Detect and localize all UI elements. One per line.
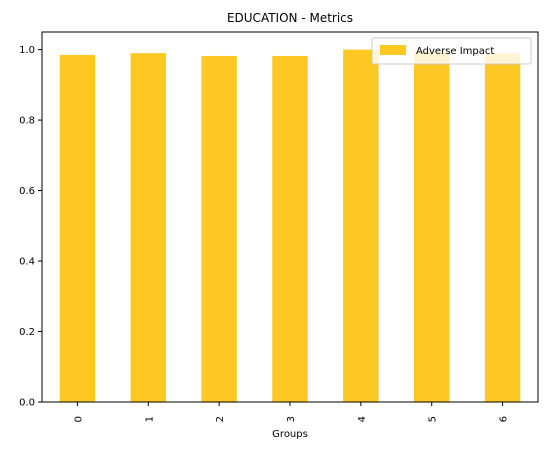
- bar-0: [59, 54, 96, 403]
- bar-2: [201, 55, 237, 402]
- legend-label: Adverse Impact: [416, 46, 494, 57]
- y-tick-label: 0.6: [19, 186, 35, 197]
- y-tick-label: 1.0: [19, 45, 35, 56]
- bar-5: [414, 51, 450, 402]
- bars-group: [59, 49, 521, 403]
- x-tick-label: 4: [357, 416, 368, 422]
- x-tick-label: 1: [144, 416, 155, 422]
- y-tick-label: 0.0: [19, 398, 35, 409]
- bar-3: [272, 55, 308, 402]
- bar-4: [343, 49, 379, 402]
- legend-box: [371, 37, 532, 65]
- chart-title: EDUCATION - Metrics: [227, 11, 353, 25]
- y-tick-label: 0.4: [19, 257, 35, 268]
- x-axis-label: Groups: [272, 429, 308, 440]
- legend-swatch: [380, 45, 406, 55]
- bar-6: [484, 53, 521, 403]
- y-tick-label: 0.2: [19, 327, 35, 338]
- x-tick-label: 3: [286, 416, 297, 422]
- x-tick-label: 2: [215, 416, 226, 422]
- x-ticks-group: 0 1 2 3 4 5 6: [73, 402, 510, 422]
- y-tick-label: 0.8: [19, 116, 35, 127]
- y-ticks-group: 0.0 0.2 0.4 0.6 0.8 1.0: [19, 45, 42, 409]
- x-tick-label: 0: [73, 416, 84, 422]
- legend: Adverse Impact: [371, 37, 532, 65]
- bar-1: [130, 53, 166, 403]
- x-tick-label: 6: [499, 416, 510, 422]
- x-tick-label: 5: [428, 416, 439, 422]
